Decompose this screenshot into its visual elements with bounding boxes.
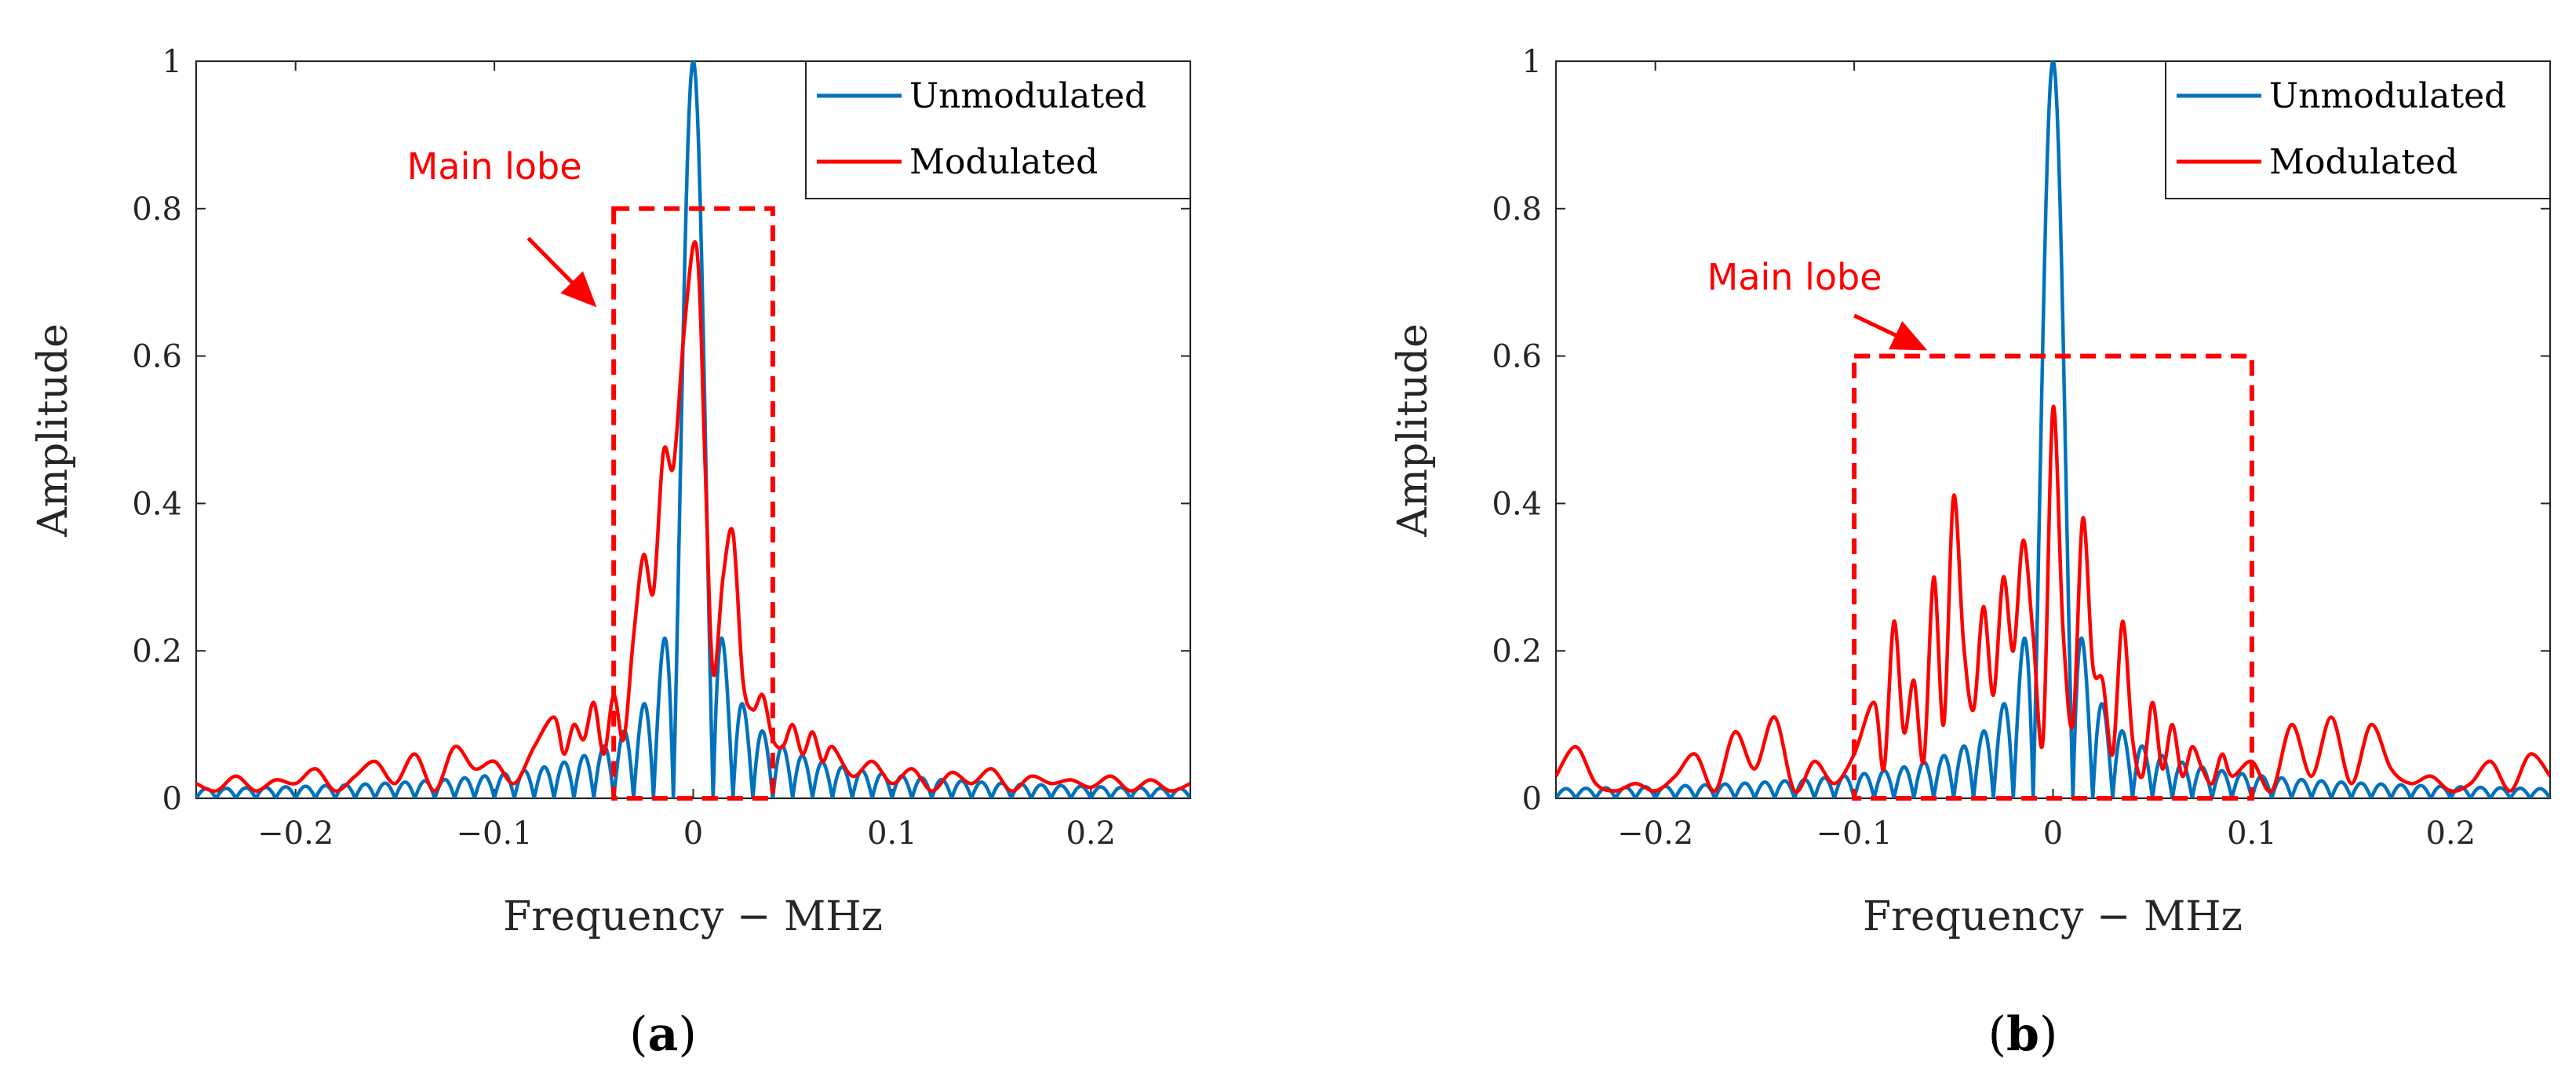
panel-b-ytick-label: 0.4: [1492, 486, 1542, 522]
panel-a-series-unmodulated: [196, 61, 1190, 798]
panel-a-label: (a): [629, 1007, 697, 1062]
panel-b-legend-label-unmodulated: Unmodulated: [2269, 76, 2506, 116]
panel-b: −0.2 −0.1 0 0.1 0.2 0 0.2 0.4 0.6 0.8 1 Main lobe Un…: [1390, 44, 2552, 1062]
panel-b-ytick-label: 1: [1522, 44, 1542, 80]
panel-b-ytick-label: 0.2: [1492, 633, 1542, 670]
panel-a-ytick-label: 0: [162, 781, 182, 817]
panel-b-xtick-label: 0.1: [2227, 816, 2277, 852]
panel-a-series-group: [196, 61, 1190, 798]
panel-a-xtick-label: 0.2: [1066, 816, 1116, 852]
panel-b-ytick-label: 0.6: [1492, 339, 1542, 375]
panel-b-plot-area: −0.2 −0.1 0 0.1 0.2 0 0.2 0.4 0.6 0.8 1 Main lobe Un…: [1492, 44, 2552, 852]
panel-b-series-group: [1556, 61, 2550, 798]
panel-a-xlabel: Frequency − MHz: [503, 893, 883, 940]
panel-b-legend-label-modulated: Modulated: [2269, 142, 2458, 182]
panel-a-ylabel: Amplitude: [30, 323, 77, 538]
panel-a-series-modulated: [196, 239, 1190, 793]
panel-a-ytick-label: 1: [162, 44, 182, 80]
panel-b-legend: Unmodulated Modulated: [2165, 60, 2551, 199]
panel-b-legend-box: [2165, 60, 2551, 199]
panel-b-ytick-label: 0: [1522, 781, 1542, 817]
panel-a-xtick-label: −0.1: [457, 816, 533, 852]
panel-b-series-modulated: [1556, 404, 2550, 794]
panel-a-ytick-label: 0.2: [132, 633, 182, 670]
panel-b-label: (b): [1988, 1007, 2058, 1062]
panel-a-main-lobe-box: [611, 206, 775, 801]
panel-a-xtick-label: 0.1: [867, 816, 917, 852]
panel-b-xtick-label: 0: [2043, 816, 2063, 852]
panel-a: −0.2 −0.1 0 0.1 0.2 0 0.2 0.4 0.6 0.8 1 Main lobe Un…: [30, 44, 1192, 1062]
panel-a-ytick-label: 0.8: [132, 192, 182, 228]
panel-b-xtick-label: −0.2: [1617, 816, 1693, 852]
panel-a-main-lobe-label: Main lobe: [407, 145, 582, 188]
panel-a-ytick-label: 0.4: [132, 486, 182, 522]
panel-b-ylabel: Amplitude: [1390, 323, 1437, 538]
panel-b-xtick-label: −0.1: [1816, 816, 1893, 852]
panel-a-plot-area: −0.2 −0.1 0 0.1 0.2 0 0.2 0.4 0.6 0.8 1 Main lobe Un…: [132, 44, 1192, 852]
panel-b-main-lobe-box: [1852, 353, 2254, 801]
panel-a-legend: Unmodulated Modulated: [805, 60, 1191, 199]
panel-b-main-lobe-label: Main lobe: [1707, 256, 1882, 298]
panel-a-legend-box: [805, 60, 1191, 199]
panel-a-xtick-label: −0.2: [257, 816, 333, 852]
panel-b-xlabel: Frequency − MHz: [1863, 893, 2243, 940]
panel-a-main-lobe-arrow: [526, 236, 597, 308]
panel-b-ytick-label: 0.8: [1492, 192, 1542, 228]
panel-b-series-unmodulated: [1556, 61, 2550, 798]
panel-b-main-lobe-arrow: [1853, 313, 1928, 351]
panel-a-legend-label-modulated: Modulated: [909, 142, 1098, 182]
panel-b-xtick-label: 0.2: [2425, 816, 2476, 852]
panel-a-legend-label-unmodulated: Unmodulated: [909, 76, 1146, 116]
panel-a-ytick-label: 0.6: [132, 339, 182, 375]
panel-a-xtick-label: 0: [683, 816, 703, 852]
